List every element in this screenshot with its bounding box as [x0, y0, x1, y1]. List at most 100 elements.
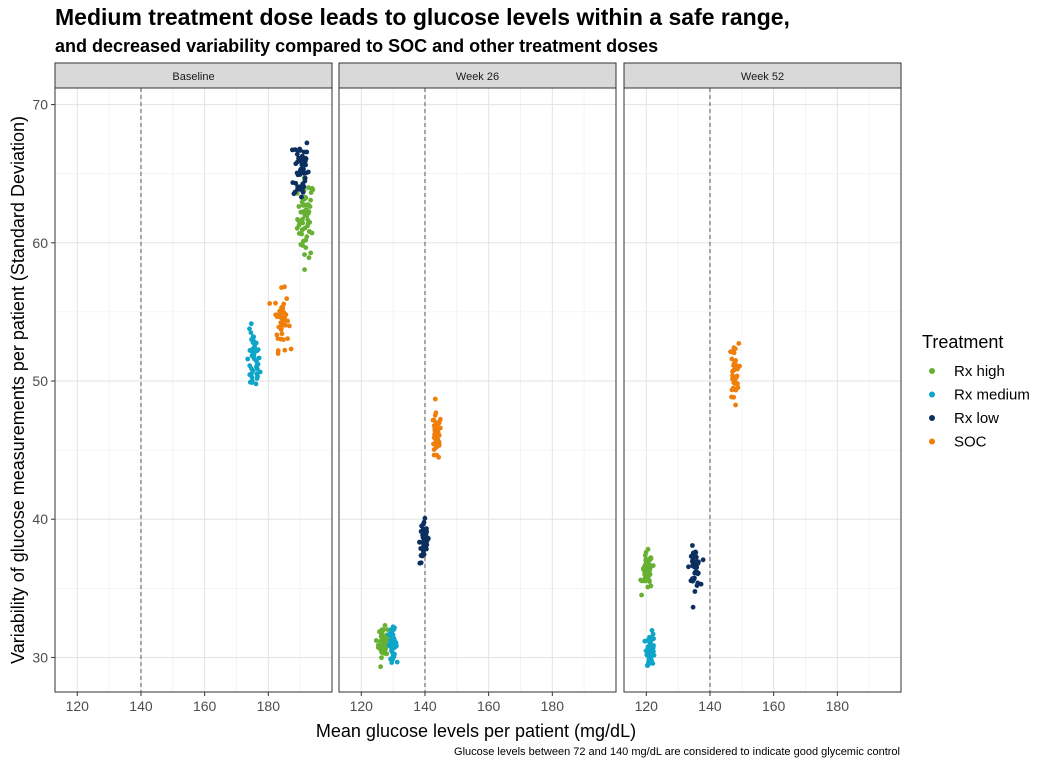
data-point — [647, 579, 652, 584]
facet-strip — [54, 62, 333, 89]
data-point — [303, 162, 308, 168]
data-point — [299, 162, 305, 168]
data-point — [647, 634, 652, 640]
facet-label: Baseline — [172, 71, 214, 83]
x-tick-label: 160 — [193, 698, 217, 714]
data-point — [302, 175, 308, 181]
x-tick-label: 140 — [698, 698, 722, 714]
data-point — [301, 149, 307, 155]
data-point — [282, 347, 288, 353]
data-point — [306, 255, 312, 261]
data-point — [290, 147, 295, 153]
data-point — [645, 662, 651, 668]
data-point — [305, 217, 311, 223]
data-point — [301, 208, 307, 214]
legend-label: Rx medium — [954, 387, 1030, 404]
data-point — [731, 385, 736, 391]
data-point — [308, 197, 313, 203]
data-point — [640, 578, 646, 584]
panel-border — [338, 87, 617, 693]
y-tick-label: 50 — [32, 373, 48, 389]
data-point — [432, 413, 438, 418]
data-point — [649, 628, 655, 633]
data-point — [249, 378, 255, 384]
data-point — [296, 204, 302, 209]
data-point — [298, 168, 303, 173]
data-point — [254, 348, 260, 354]
data-point — [278, 320, 284, 325]
data-point — [436, 454, 442, 460]
data-point — [417, 560, 423, 566]
data-point — [418, 529, 424, 534]
data-point — [373, 638, 379, 643]
x-tick-label: 160 — [762, 698, 786, 714]
data-point — [302, 252, 307, 257]
data-point — [390, 632, 396, 638]
legend-label: SOC — [954, 434, 987, 451]
data-point — [700, 557, 706, 563]
data-point — [303, 245, 309, 251]
data-point — [290, 180, 296, 186]
data-point — [733, 402, 738, 408]
data-point — [302, 158, 308, 164]
data-point — [392, 645, 397, 651]
data-point — [433, 445, 439, 450]
data-point — [278, 336, 284, 342]
data-point — [686, 564, 691, 570]
data-point — [254, 366, 260, 372]
data-point — [642, 553, 648, 558]
data-point — [421, 521, 426, 527]
data-point — [294, 151, 300, 157]
data-point — [299, 194, 304, 200]
legend-key — [929, 415, 935, 421]
data-point — [420, 545, 426, 551]
data-point — [297, 172, 303, 177]
facet-strip — [338, 62, 617, 89]
data-point — [694, 583, 700, 588]
data-point — [645, 546, 651, 552]
data-point — [435, 421, 441, 427]
data-point — [306, 229, 312, 234]
data-point — [295, 159, 300, 165]
y-tick-label: 40 — [32, 511, 48, 527]
data-point — [385, 627, 390, 633]
chart-caption: Glucose levels between 72 and 140 mg/dL … — [454, 746, 900, 758]
panel-border — [54, 87, 333, 693]
legend-key — [929, 391, 935, 398]
data-point — [274, 314, 280, 319]
data-point — [254, 358, 259, 364]
y-axis-title: Variability of glucose measurements per … — [8, 116, 28, 664]
x-tick-label: 140 — [413, 698, 437, 714]
data-point — [391, 654, 396, 660]
data-point — [690, 576, 695, 582]
data-point — [277, 308, 282, 314]
data-point — [378, 664, 383, 670]
data-point — [639, 592, 644, 598]
data-point — [302, 267, 307, 272]
data-point — [650, 563, 656, 568]
data-point — [298, 186, 303, 192]
data-point — [308, 250, 314, 256]
data-point — [274, 332, 280, 338]
facet-strip — [623, 62, 902, 89]
data-point — [281, 301, 287, 307]
data-point — [304, 234, 310, 240]
legend-label: Rx high — [954, 363, 1005, 380]
data-point — [733, 375, 739, 381]
data-point — [377, 629, 382, 635]
data-point — [644, 575, 650, 581]
x-tick-label: 160 — [477, 698, 501, 714]
data-point — [247, 372, 253, 378]
data-point — [248, 321, 254, 327]
data-point — [730, 348, 736, 353]
data-point — [255, 374, 260, 379]
legend-title: Treatment — [922, 332, 1003, 352]
y-tick-label: 30 — [32, 649, 48, 665]
data-point — [284, 296, 290, 301]
y-tick-label: 70 — [32, 97, 48, 113]
data-point — [693, 554, 699, 560]
data-point — [382, 623, 388, 628]
data-point — [394, 659, 400, 665]
legend-label: Rx low — [954, 410, 999, 427]
